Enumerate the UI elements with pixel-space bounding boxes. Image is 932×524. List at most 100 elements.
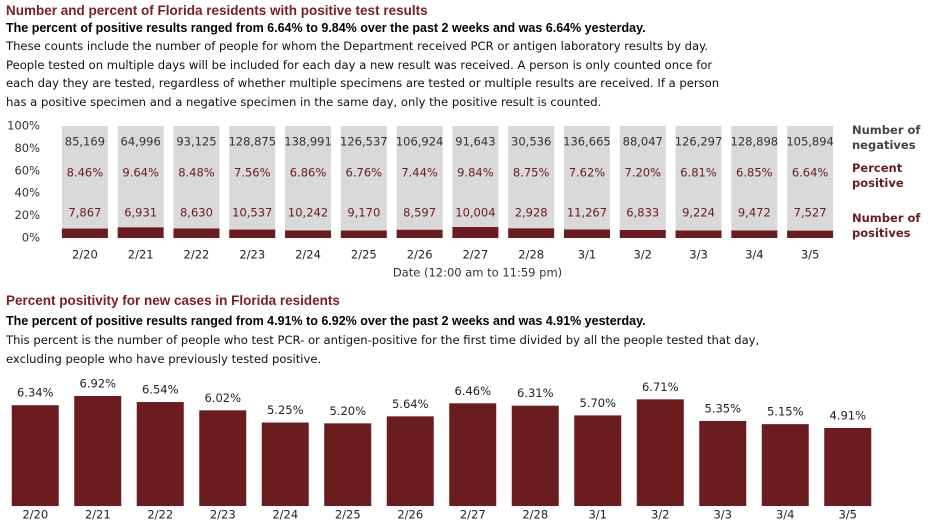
x-tick-label: 2/22 bbox=[147, 508, 173, 522]
x-tick-label: 3/4 bbox=[745, 248, 764, 262]
data-label: 6.71% bbox=[642, 380, 679, 394]
data-label: 128,875 bbox=[228, 135, 276, 149]
bar bbox=[261, 422, 309, 506]
x-tick-label: 2/24 bbox=[295, 248, 321, 262]
data-label: 7.62% bbox=[569, 166, 606, 180]
data-label: 8.46% bbox=[67, 166, 104, 180]
bar-segment bbox=[229, 126, 276, 230]
x-tick-label: 2/20 bbox=[22, 508, 48, 522]
bar bbox=[449, 403, 497, 506]
data-label: 136,665 bbox=[563, 135, 611, 149]
data-label: 6.34% bbox=[17, 386, 54, 400]
bar-segment bbox=[787, 230, 834, 238]
bar-segment bbox=[396, 126, 443, 230]
data-label: 6.54% bbox=[142, 383, 179, 397]
x-axis-title: Date (12:00 am to 11:59 pm) bbox=[393, 266, 562, 280]
description-line: This percent is the number of people who… bbox=[6, 333, 760, 347]
description-line: excluding people who have previously tes… bbox=[6, 351, 322, 366]
x-tick-label: 2/28 bbox=[518, 248, 544, 262]
data-label: 93,125 bbox=[176, 135, 216, 149]
data-label: 138,991 bbox=[284, 135, 332, 149]
x-tick-label: 3/5 bbox=[801, 248, 820, 262]
data-label: 9,170 bbox=[347, 206, 380, 220]
bar-segment bbox=[563, 229, 610, 238]
bar-segment bbox=[173, 228, 220, 238]
data-label: 126,537 bbox=[340, 135, 388, 149]
x-tick-label: 2/26 bbox=[397, 508, 423, 522]
bar-segment bbox=[731, 126, 778, 231]
x-tick-label: 3/1 bbox=[588, 508, 607, 522]
x-tick-label: 3/5 bbox=[838, 508, 857, 522]
data-label: 30,536 bbox=[511, 135, 551, 149]
data-label: 9,472 bbox=[738, 206, 771, 220]
bar bbox=[574, 415, 622, 506]
data-label: 88,047 bbox=[623, 135, 663, 149]
bar-segment bbox=[508, 126, 555, 229]
x-tick-label: 3/1 bbox=[578, 248, 597, 262]
bar-segment bbox=[619, 229, 666, 238]
x-tick-label: 2/23 bbox=[239, 248, 265, 262]
description: These counts include the number of peopl… bbox=[6, 37, 719, 111]
legend-entry: Number of negatives bbox=[852, 123, 921, 152]
y-tick-label: 40% bbox=[14, 186, 40, 200]
x-tick-label: 2/23 bbox=[210, 508, 236, 522]
data-label: 4.91% bbox=[829, 408, 866, 422]
legend-entry: Number of positives bbox=[852, 211, 921, 240]
data-label: 7.44% bbox=[401, 166, 438, 180]
bar-segment bbox=[340, 126, 387, 231]
data-label: 5.64% bbox=[392, 397, 429, 411]
data-label: 6.92% bbox=[79, 377, 116, 391]
bar bbox=[324, 423, 372, 506]
bar bbox=[136, 402, 184, 506]
y-tick-label: 20% bbox=[14, 208, 40, 222]
x-tick-label: 2/27 bbox=[460, 508, 486, 522]
bar bbox=[11, 405, 59, 506]
x-tick-label: 2/28 bbox=[522, 508, 548, 522]
data-label: 8.75% bbox=[513, 166, 550, 180]
bar-segment bbox=[563, 126, 610, 230]
x-tick-label: 2/24 bbox=[272, 508, 298, 522]
x-tick-label: 2/27 bbox=[462, 248, 488, 262]
bar-segment bbox=[340, 230, 387, 238]
x-tick-label: 2/20 bbox=[72, 248, 98, 262]
data-label: 126,297 bbox=[675, 135, 723, 149]
bar-segment bbox=[285, 126, 332, 231]
data-label: 7.56% bbox=[234, 166, 271, 180]
bar-segment bbox=[508, 228, 555, 238]
data-label: 5.70% bbox=[579, 396, 616, 410]
x-tick-label: 2/21 bbox=[85, 508, 111, 522]
description-line: each day they are tested, regardless of … bbox=[6, 76, 720, 91]
bar-segment bbox=[61, 228, 108, 238]
bar bbox=[386, 416, 434, 506]
chart-title: Percent positivity for new cases in Flor… bbox=[6, 293, 340, 308]
y-tick-label: 80% bbox=[14, 141, 40, 155]
data-label: 6.86% bbox=[290, 166, 327, 180]
data-label: 5.15% bbox=[767, 405, 804, 419]
data-label: 7.20% bbox=[624, 166, 661, 180]
data-label: 9.64% bbox=[122, 166, 159, 180]
data-label: 9,224 bbox=[682, 206, 715, 220]
description-line: has a positive specimen and a negative s… bbox=[6, 94, 602, 109]
data-label: 5.35% bbox=[704, 401, 741, 415]
data-label: 2,928 bbox=[515, 206, 548, 220]
bar bbox=[824, 427, 872, 506]
bar bbox=[699, 420, 747, 506]
data-label: 6.02% bbox=[204, 391, 241, 405]
y-tick-label: 60% bbox=[14, 163, 40, 177]
bar-segment bbox=[396, 229, 443, 238]
bar-segment bbox=[675, 126, 722, 231]
data-label: 7,527 bbox=[794, 206, 827, 220]
bar-segment bbox=[452, 226, 499, 238]
bar-segment bbox=[173, 126, 220, 229]
data-label: 6.76% bbox=[346, 166, 383, 180]
chart-subtitle: The percent of positive results ranged f… bbox=[6, 21, 646, 35]
data-label: 6.46% bbox=[454, 384, 491, 398]
data-label: 6.85% bbox=[736, 166, 773, 180]
x-tick-label: 3/2 bbox=[651, 508, 670, 522]
bar bbox=[761, 424, 809, 506]
bar-segment bbox=[452, 126, 499, 227]
bar-segment bbox=[117, 126, 164, 228]
data-label: 8,630 bbox=[180, 206, 213, 220]
